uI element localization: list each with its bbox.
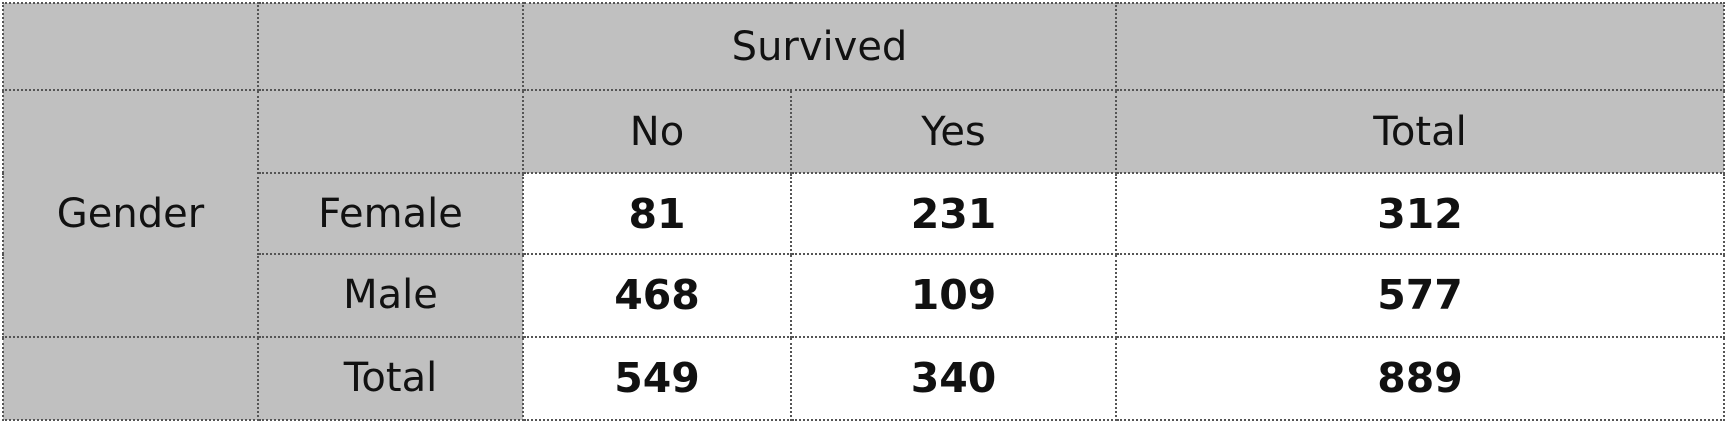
column-header-no: No — [522, 89, 792, 175]
corner-cell — [2, 1, 259, 92]
cell-total-no: 549 — [522, 335, 792, 422]
cell-total-yes: 340 — [790, 335, 1117, 422]
column-header-yes: Yes — [790, 89, 1117, 175]
survived-header: Survived — [522, 1, 1117, 92]
header-row-columns: Gender No Yes Total — [2, 89, 1725, 338]
header-blank-cell — [1115, 1, 1725, 92]
gender-header: Gender — [2, 89, 259, 338]
column-header-blank — [257, 89, 524, 175]
cell-female-total: 312 — [1115, 172, 1725, 255]
column-header-total: Total — [1115, 89, 1725, 175]
table-row-total: Total 549 340 889 — [2, 335, 1725, 422]
cell-total-total: 889 — [1115, 335, 1725, 422]
total-row-blank — [2, 335, 259, 422]
row-label-total: Total — [257, 335, 524, 422]
cell-female-no: 81 — [522, 172, 792, 255]
header-row-group: Survived — [2, 1, 1725, 92]
table-row-male: Male 468 109 577 — [3, 253, 1725, 338]
corner-cell-2 — [257, 1, 524, 92]
cell-male-total: 577 — [1115, 253, 1725, 338]
cell-male-no: 468 — [522, 253, 792, 338]
row-label-female: Female — [257, 172, 524, 255]
cell-male-yes: 109 — [790, 253, 1117, 338]
table-row-female: Female 81 231 312 — [3, 172, 1725, 255]
row-label-male: Male — [257, 253, 524, 338]
cell-female-yes: 231 — [790, 172, 1117, 255]
